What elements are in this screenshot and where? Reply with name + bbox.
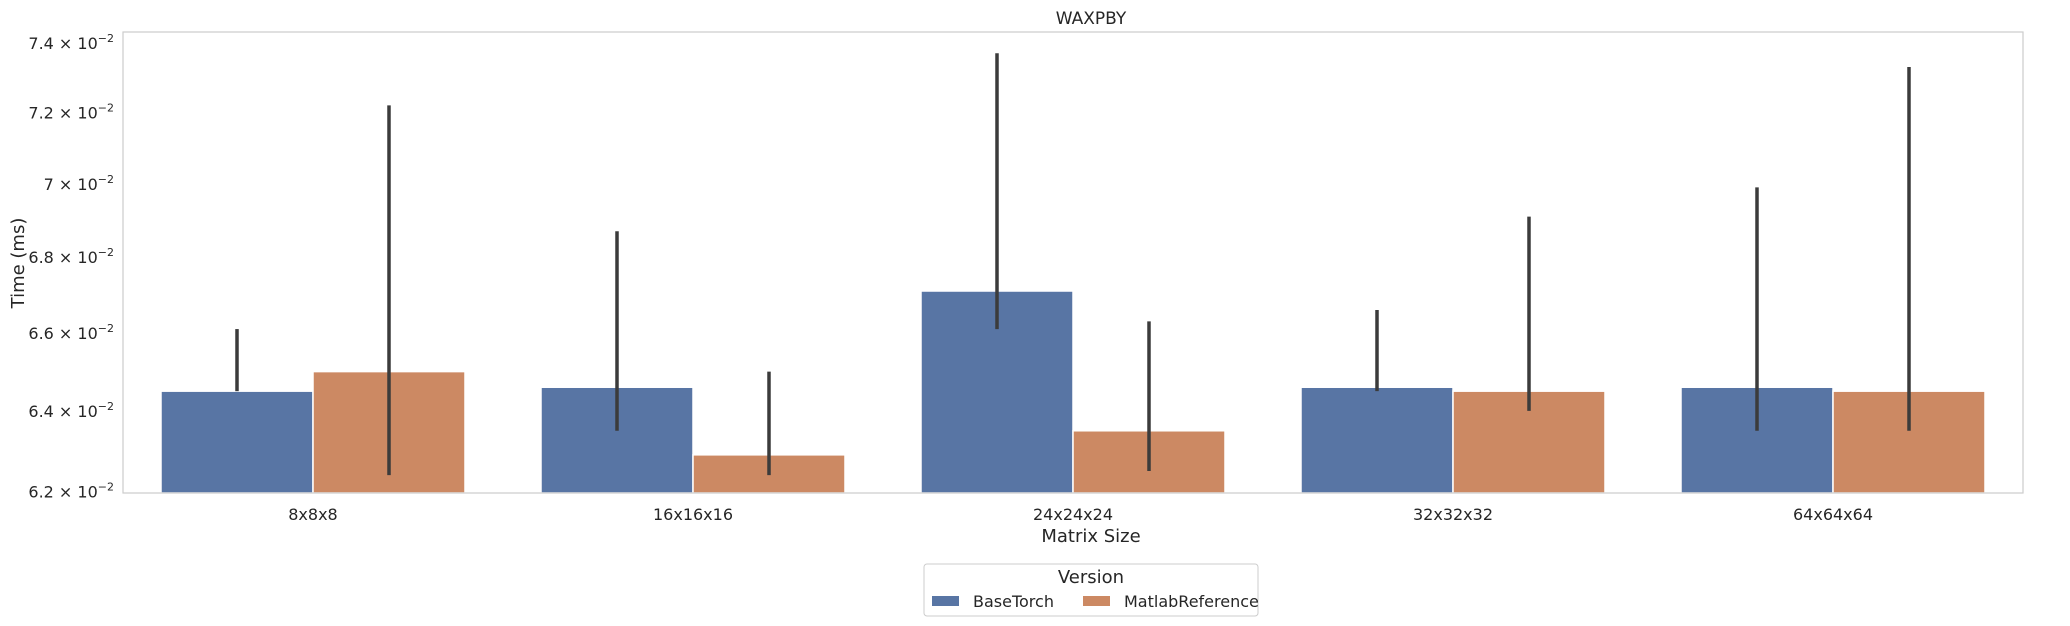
legend-swatch-basetorch (932, 596, 959, 606)
legend-label-matlabreference: MatlabReference (1124, 592, 1259, 611)
y-tick-label: 7 × 10−2 (44, 173, 114, 194)
bar-basetorch-8x8x8 (160, 390, 314, 494)
y-tick-label: 6.4 × 10−2 (28, 400, 114, 421)
x-tick-label: 24x24x24 (1033, 505, 1113, 524)
x-axis-label: Matrix Size (1041, 526, 1140, 547)
legend-box (923, 563, 1259, 617)
y-tick-label: 6.8 × 10−2 (28, 246, 114, 267)
legend-swatch-matlabreference (1083, 596, 1110, 606)
legend-title: Version (1058, 567, 1124, 588)
legend: Version BaseTorch MatlabReference (923, 563, 1259, 617)
y-tick-label: 6.2 × 10−2 (28, 480, 114, 501)
x-tick-label: 32x32x32 (1413, 505, 1493, 524)
plot-frame (122, 31, 2024, 494)
y-tick-label: 6.6 × 10−2 (28, 322, 114, 343)
y-tick-label: 7.2 × 10−2 (28, 101, 114, 122)
bar-basetorch-32x32x32 (1300, 386, 1454, 494)
y-tick-label: 7.4 × 10−2 (28, 32, 114, 53)
x-tick-label: 64x64x64 (1793, 505, 1873, 524)
legend-label-basetorch: BaseTorch (973, 592, 1054, 611)
y-axis-label: Time (ms) (8, 218, 29, 310)
x-axis: 8x8x8 16x16x16 24x24x24 32x32x32 64x64x64 (288, 505, 1873, 524)
chart-title: WAXPBY (1056, 9, 1127, 29)
x-tick-label: 16x16x16 (653, 505, 733, 524)
x-tick-label: 8x8x8 (288, 505, 337, 524)
y-axis: 6.2 × 10−2 6.4 × 10−2 6.6 × 10−2 6.8 × 10−2… (28, 32, 114, 501)
error-bars-layer (235, 53, 1911, 476)
